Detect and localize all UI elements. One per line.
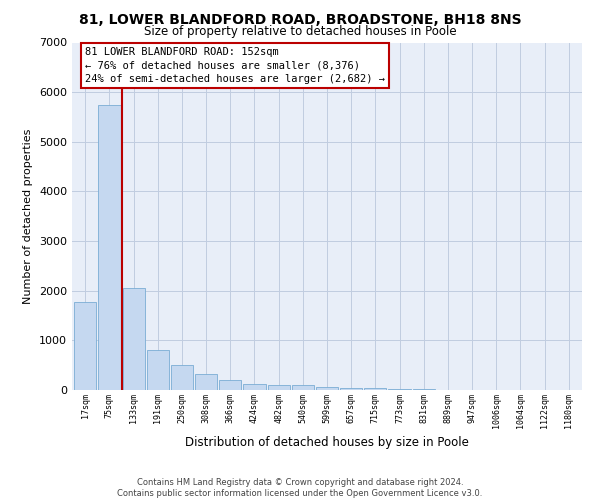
Text: 81 LOWER BLANDFORD ROAD: 152sqm
← 76% of detached houses are smaller (8,376)
24%: 81 LOWER BLANDFORD ROAD: 152sqm ← 76% of…	[85, 48, 385, 84]
X-axis label: Distribution of detached houses by size in Poole: Distribution of detached houses by size …	[185, 436, 469, 449]
Bar	[219, 380, 241, 390]
Bar	[340, 388, 362, 390]
Text: Contains HM Land Registry data © Crown copyright and database right 2024.
Contai: Contains HM Land Registry data © Crown c…	[118, 478, 482, 498]
Bar	[98, 104, 121, 390]
Bar	[195, 374, 217, 390]
Bar	[316, 386, 338, 390]
Bar	[388, 389, 410, 390]
Bar	[292, 385, 314, 390]
Bar	[171, 365, 193, 390]
Bar	[364, 388, 386, 390]
Bar	[122, 288, 145, 390]
Y-axis label: Number of detached properties: Number of detached properties	[23, 128, 34, 304]
Bar	[74, 302, 97, 390]
Bar	[244, 384, 266, 390]
Bar	[268, 384, 290, 390]
Bar	[146, 350, 169, 390]
Text: 81, LOWER BLANDFORD ROAD, BROADSTONE, BH18 8NS: 81, LOWER BLANDFORD ROAD, BROADSTONE, BH…	[79, 12, 521, 26]
Text: Size of property relative to detached houses in Poole: Size of property relative to detached ho…	[143, 25, 457, 38]
